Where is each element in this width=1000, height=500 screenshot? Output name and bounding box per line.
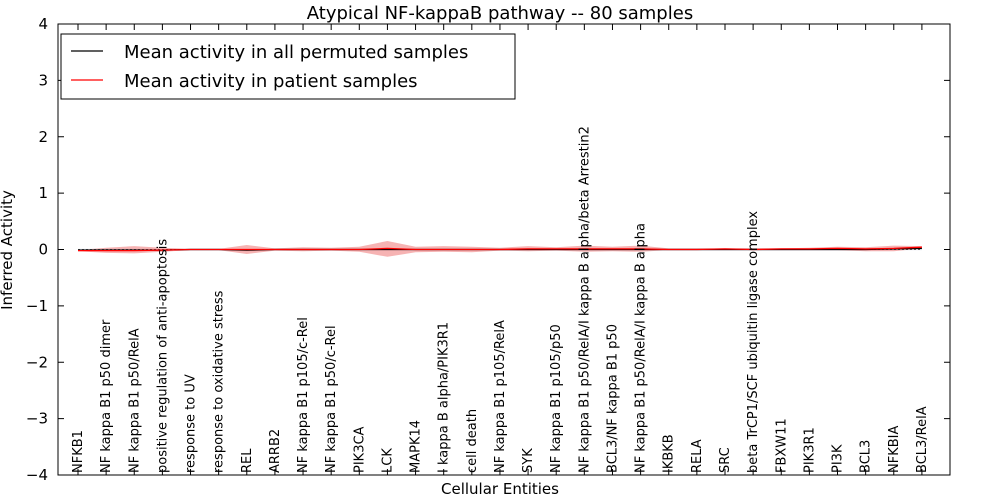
x-tick-label: positive regulation of anti-apoptosis (155, 239, 170, 473)
y-tick-label: −3 (26, 410, 48, 428)
y-tick-label: 1 (38, 184, 48, 202)
x-tick-label: MAPK14 (409, 420, 424, 473)
y-tick-label: −1 (26, 297, 48, 315)
x-tick-label: NF kappa B1 p50/c-Rel (324, 325, 339, 473)
x-tick-label: PIK3CA (352, 426, 367, 473)
x-tick-label: NF kappa B1 p50/RelA (127, 328, 142, 473)
x-tick-label: NF kappa B1 p105/p50 (549, 324, 564, 473)
x-tick-label: NF kappa B1 p105/RelA (493, 320, 508, 473)
x-tick-label: SYK (521, 448, 536, 473)
x-tick-label: PIK3R1 (802, 427, 817, 473)
x-tick-labels: NFKB1 NF kappa B1 p50 dimer NF kappa B1 p5… (71, 126, 930, 473)
y-tick-label: −2 (26, 353, 48, 371)
line-series-1 (78, 246, 922, 252)
y-axis-label: Inferred Activity (0, 190, 16, 310)
x-tick-label: BCL3/RelA (915, 406, 930, 473)
x-tick-label: NFKB1 (71, 430, 86, 473)
x-tick-label: response to oxidative stress (212, 290, 227, 473)
x-tick-label: RELA (690, 439, 705, 473)
x-tick-label: cell death (465, 409, 480, 473)
legend-label-patient: Mean activity in patient samples (124, 71, 418, 92)
x-tick-label: beta TrCP1/SCF ubiquitin ligase complex (746, 211, 761, 473)
x-tick-label: NF kappa B1 p50 dimer (99, 319, 114, 473)
x-axis-ticks (77, 24, 923, 475)
x-tick-label: REL (240, 448, 255, 473)
legend: Mean activity in all permuted samples Me… (60, 33, 516, 100)
x-tick-label: BCL3/NF kappa B1 p50 (606, 324, 621, 473)
x-tick-label: LCK (380, 448, 395, 473)
x-tick-label: NF kappa B1 p50/RelA/I kappa B alpha/bet… (577, 126, 592, 473)
plot-frame (57, 23, 951, 476)
y-tick-label: 4 (38, 15, 48, 33)
chart-title: Atypical NF-kappaB pathway -- 80 samples (307, 3, 693, 24)
x-tick-label: ARRB2 (268, 429, 283, 473)
series-lines (78, 246, 922, 252)
y-tick-label: −4 (26, 466, 48, 484)
legend-box (60, 33, 516, 100)
x-tick-label: BCL3 (859, 440, 874, 473)
y-tick-label: 3 (38, 71, 48, 89)
y-tick-label: 2 (38, 128, 48, 146)
x-tick-label: PI3K (831, 444, 846, 473)
y-axis-ticks: 4 3 2 1 0 −1 −2 −3 −4 (26, 15, 950, 484)
y-tick-label: 0 (38, 241, 48, 259)
x-tick-label: I kappa B alpha/PIK3R1 (437, 322, 452, 473)
x-tick-label: SRC (718, 447, 733, 473)
x-tick-label: FBXW11 (774, 418, 789, 473)
x-tick-label: NF kappa B1 p50/RelA/I kappa B alpha (634, 223, 649, 473)
x-tick-label: NF kappa B1 p105/c-Rel (296, 317, 311, 473)
x-tick-label: response to UV (184, 374, 199, 473)
legend-label-permuted: Mean activity in all permuted samples (124, 42, 468, 63)
x-tick-label: IKBKB (662, 434, 677, 473)
x-axis-label: Cellular Entities (441, 480, 559, 498)
x-tick-label: NFKBIA (887, 426, 902, 473)
